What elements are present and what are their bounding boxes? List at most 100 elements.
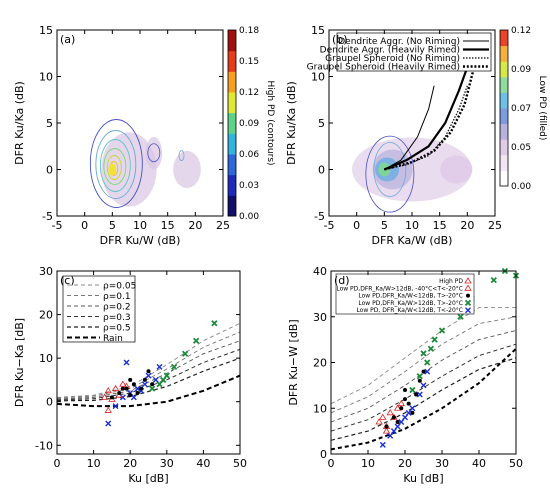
data-point bbox=[416, 391, 423, 398]
model-curve bbox=[330, 330, 517, 423]
y-tick-label: 0 bbox=[320, 448, 327, 461]
data-point bbox=[111, 384, 120, 392]
data-point bbox=[399, 406, 404, 411]
x-tick-label: 40 bbox=[472, 457, 486, 470]
y-tick-label: 30 bbox=[313, 311, 327, 324]
x-tick-label: 25 bbox=[488, 219, 502, 232]
legend-label: Graupel Spheroid (Heavily Rimed) bbox=[307, 63, 460, 73]
legend-frame bbox=[62, 275, 136, 343]
colorbar-tick-label: 0.18 bbox=[239, 26, 259, 36]
legend-label: Low PD,DFR_Ka/W>12dB, -40°C<T<-20°C bbox=[336, 285, 463, 292]
x-tick-label: 10 bbox=[133, 219, 147, 232]
panel-a: -5 0 5 10 15 20 25 -5 0 5 10 15 DFR Ku/W (dB) DFR Ku/… bbox=[13, 24, 275, 247]
colorbar-tick-label: 0.09 bbox=[511, 65, 531, 75]
data-point bbox=[123, 359, 130, 366]
model-curve bbox=[56, 340, 241, 400]
colorbar-segment bbox=[228, 92, 236, 114]
data-point bbox=[120, 386, 125, 391]
x-tick-label: 0 bbox=[81, 219, 88, 232]
y-tick-label: 0 bbox=[46, 164, 53, 177]
data-point bbox=[465, 307, 471, 314]
colorbar-segment bbox=[500, 139, 508, 156]
model-curve bbox=[383, 71, 475, 171]
data-point bbox=[427, 345, 435, 352]
data-point bbox=[438, 327, 446, 334]
contour-line bbox=[365, 135, 415, 213]
y-tick-label: 10 bbox=[311, 71, 325, 84]
data-point bbox=[464, 277, 472, 284]
model-curve bbox=[56, 357, 241, 402]
colorbar-segment bbox=[500, 92, 508, 109]
legend-label: Graupel Spheroid (No Riming) bbox=[325, 54, 460, 64]
colorbar-frame bbox=[499, 29, 509, 187]
legend-label: High PD bbox=[439, 278, 463, 285]
x-axis-label: Ku [dB] bbox=[403, 472, 443, 485]
y-tick-label: 0 bbox=[46, 396, 53, 409]
legend-label: Dendrite Aggr. (No Riming) bbox=[338, 37, 460, 47]
colorbar-segment bbox=[228, 112, 236, 134]
data-point bbox=[105, 420, 112, 427]
data-point bbox=[420, 350, 427, 357]
data-point bbox=[104, 406, 112, 413]
data-point bbox=[130, 394, 137, 401]
filled-region bbox=[145, 136, 163, 170]
colorbar-segment bbox=[228, 30, 236, 52]
x-tick-label: 20 bbox=[460, 219, 474, 232]
colorbar-segment bbox=[500, 45, 508, 62]
x-axis-label: DFR Ka/W (dB) bbox=[372, 234, 453, 247]
colorbar-segment bbox=[500, 30, 508, 47]
x-axis-label: Ku [dB] bbox=[128, 472, 168, 485]
y-axis-label: DFR Ku/Ka (dB) bbox=[13, 81, 26, 165]
x-tick-label: 20 bbox=[123, 457, 137, 470]
x-tick-label: 10 bbox=[405, 219, 419, 232]
x-tick-label: 5 bbox=[381, 219, 388, 232]
y-tick-label: -10 bbox=[35, 439, 53, 452]
colorbar-tick-label: 0.00 bbox=[511, 182, 531, 192]
data-point bbox=[117, 391, 122, 395]
panel-label: (c) bbox=[60, 274, 75, 287]
data-point bbox=[131, 382, 136, 387]
colorbar-tick-label: 0.12 bbox=[239, 88, 259, 98]
data-point bbox=[457, 313, 464, 320]
data-point bbox=[128, 377, 133, 382]
model-curve bbox=[384, 85, 435, 170]
data-point bbox=[382, 427, 391, 434]
colorbar-tick-label: 0.12 bbox=[511, 26, 531, 36]
legend-label: ρ=0.1 bbox=[103, 292, 131, 302]
colorbar-tick-label: 0.09 bbox=[239, 119, 259, 129]
y-tick-label: 10 bbox=[39, 352, 53, 365]
x-tick-label: 0 bbox=[353, 219, 360, 232]
legend-label: Low PD,DFR_Ka/W>12dB, T>-20°C bbox=[358, 300, 463, 307]
data-point bbox=[211, 320, 218, 327]
data-point bbox=[391, 415, 396, 420]
colorbar-segment bbox=[500, 108, 508, 125]
data-point bbox=[142, 377, 147, 382]
filled-region bbox=[440, 155, 473, 184]
data-point bbox=[420, 382, 427, 389]
legend-label: ρ=0.5 bbox=[103, 324, 131, 334]
x-tick-label: 10 bbox=[87, 457, 101, 470]
model-curve bbox=[330, 316, 517, 414]
x-tick-label: -5 bbox=[52, 219, 63, 232]
legend: Dendrite Aggr. (No Riming)Dendrite Aggr.… bbox=[307, 32, 492, 73]
data-point bbox=[375, 418, 383, 425]
x-tick-label: 15 bbox=[433, 219, 447, 232]
data-point bbox=[403, 387, 407, 392]
y-tick-label: 10 bbox=[313, 402, 327, 415]
colorbar-tick-label: 0.06 bbox=[239, 150, 259, 160]
panel-label: (d) bbox=[334, 274, 350, 287]
contour-line bbox=[106, 155, 122, 180]
colorbar-segment bbox=[500, 123, 508, 140]
colorbar-segment bbox=[500, 76, 508, 93]
data-point bbox=[464, 299, 472, 307]
contour-line bbox=[95, 130, 137, 199]
colorbar-title: High PD (contours) bbox=[265, 80, 275, 165]
data-point bbox=[386, 409, 394, 416]
data-point bbox=[379, 413, 387, 420]
data-point bbox=[104, 387, 112, 394]
data-point bbox=[414, 392, 419, 397]
data-point bbox=[490, 277, 497, 284]
data-point bbox=[119, 380, 127, 387]
legend-label: Rain bbox=[103, 334, 123, 344]
colorbar-segment bbox=[228, 50, 236, 72]
